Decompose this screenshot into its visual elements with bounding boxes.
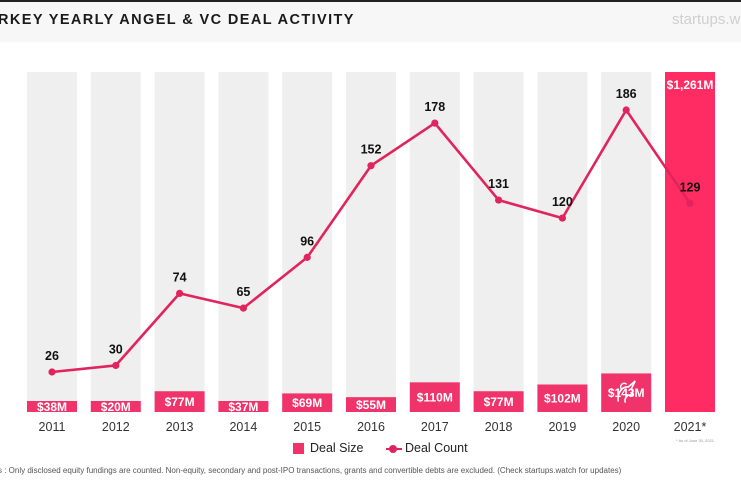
deal-size-bar xyxy=(537,384,588,412)
deal-size-label: $77M xyxy=(165,395,195,409)
deal-count-label: 178 xyxy=(424,100,445,114)
x-axis-tick-labels: 2011 2012 2013 2014 2015 2016 2017 2018 2019 2020… xyxy=(39,420,707,434)
deal-size-bar xyxy=(601,373,652,412)
deal-count-point xyxy=(622,106,630,114)
footnote: s : Only disclosed equity fundings are c… xyxy=(0,466,622,475)
deal-size-bar xyxy=(346,397,396,412)
x-tick-label: 2020 xyxy=(612,420,640,434)
x-tick-label: 2018 xyxy=(485,420,513,434)
deal-count-points xyxy=(48,106,694,376)
x-tick-label: 2017 xyxy=(421,420,449,434)
deal-count-point xyxy=(112,361,120,370)
deal-size-label: $110M xyxy=(417,391,453,405)
deal-count-point xyxy=(686,199,694,207)
background-bar xyxy=(409,72,460,412)
deal-count-label: 131 xyxy=(488,177,509,191)
legend-deal-count-label: Deal Count xyxy=(405,441,468,455)
background-bar xyxy=(218,72,269,412)
background-bar xyxy=(154,72,205,412)
deal-size-label: $1,261M xyxy=(667,78,714,92)
legend-deal-size-swatch xyxy=(293,443,304,454)
top-border xyxy=(0,0,741,2)
brand-watermark: startups.wa xyxy=(672,11,741,28)
deal-count-point xyxy=(48,368,56,376)
deal-count-label: 96 xyxy=(300,234,314,248)
asof-note: * As of June 30, 2021 xyxy=(676,438,715,443)
deal-size-bar xyxy=(27,401,77,412)
background-bar xyxy=(537,72,588,412)
deal-size-bar xyxy=(473,391,524,412)
x-tick-label: 2011 xyxy=(39,420,66,434)
deal-count-label: 74 xyxy=(173,270,187,284)
background-bar xyxy=(90,72,141,412)
background-bars xyxy=(27,72,715,412)
deal-count-label: 120 xyxy=(552,195,573,209)
header-band xyxy=(0,2,741,42)
deal-size-label: $37M xyxy=(228,400,258,414)
deal-count-point xyxy=(239,304,247,312)
legend-deal-size-label: Deal Size xyxy=(310,441,364,455)
deal-count-label: 26 xyxy=(45,349,59,363)
unicorn-icon xyxy=(617,380,636,403)
legend-deal-count-marker xyxy=(389,445,397,453)
deal-size-bar xyxy=(409,382,460,412)
x-tick-label: 2013 xyxy=(166,420,194,434)
deal-size-label: $55M xyxy=(356,398,386,412)
chart-title: RKEY YEARLY ANGEL & VC DEAL ACTIVITY xyxy=(0,12,355,28)
deal-count-label: 30 xyxy=(109,342,123,356)
deal-count-label: 186 xyxy=(616,87,637,101)
deal-size-labels: $38M $20M $77M $37M $69M $55M $110M $77M $102M $1… xyxy=(37,78,713,414)
x-tick-label: 2021* xyxy=(674,420,707,434)
deal-count-label: 152 xyxy=(361,143,382,157)
deal-size-label: $143M xyxy=(608,386,645,400)
deal-count-point xyxy=(431,119,439,127)
x-tick-label: 2016 xyxy=(357,420,385,434)
deal-size-bar xyxy=(154,391,205,412)
deal-size-label: $102M xyxy=(544,392,581,406)
deal-size-label: $77M xyxy=(484,395,514,409)
deal-size-label: $69M xyxy=(292,396,322,410)
x-tick-label: 2012 xyxy=(102,420,130,434)
deal-size-bars xyxy=(27,72,715,412)
background-bar xyxy=(282,72,333,412)
deal-count-label: 129 xyxy=(680,180,701,194)
deal-count-point xyxy=(558,214,567,222)
deal-count-labels: 26 30 74 65 96 152 178 131 120 186 129 xyxy=(45,87,700,363)
deal-size-bar xyxy=(90,401,141,412)
background-bar xyxy=(27,72,77,412)
background-bar xyxy=(473,72,524,412)
deal-count-point xyxy=(495,196,503,204)
background-bar xyxy=(601,72,652,412)
deal-count-point xyxy=(303,253,311,261)
deal-count-point xyxy=(176,289,184,297)
x-tick-label: 2015 xyxy=(293,420,321,434)
deal-count-point xyxy=(367,162,375,170)
deal-count-label: 65 xyxy=(236,285,250,299)
unicorn-mane xyxy=(620,382,627,390)
deal-size-label: $38M xyxy=(37,400,67,414)
deal-size-bar xyxy=(282,393,333,412)
deal-size-bar xyxy=(665,72,715,412)
deal-size-label: $20M xyxy=(101,400,131,414)
x-tick-label: 2014 xyxy=(229,420,257,434)
unicorn-outline xyxy=(617,380,636,403)
deal-size-bar xyxy=(218,401,269,412)
x-tick-label: 2019 xyxy=(548,420,576,434)
background-bar xyxy=(346,72,396,412)
